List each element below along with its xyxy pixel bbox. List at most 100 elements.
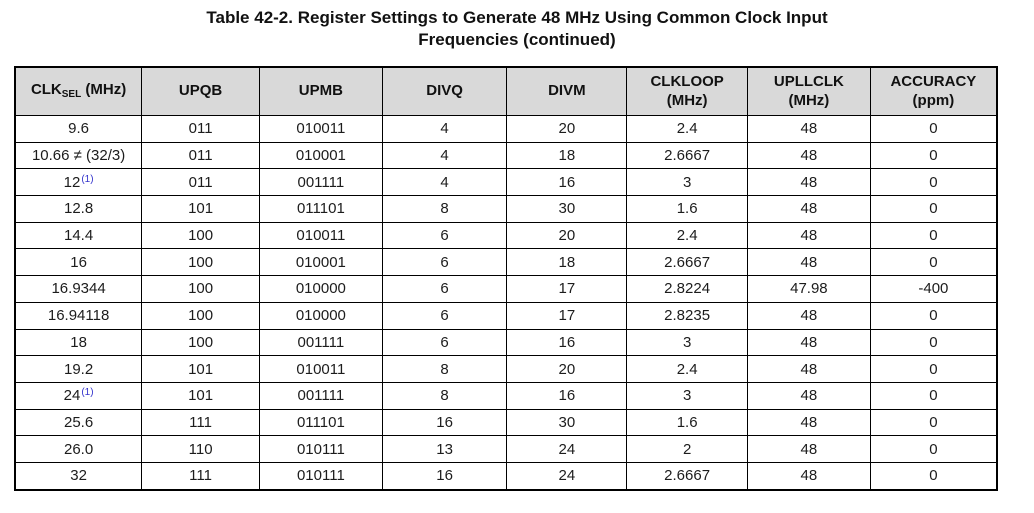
table-cell: 16 [381,408,508,437]
table-cell: 100 [141,301,260,330]
table-cell: 6 [381,248,508,277]
table-cell: 14.4 [14,221,143,250]
table-cell: 24 [506,461,628,491]
footnote-ref-link[interactable]: (1) [81,387,94,399]
table-cell: 18 [14,328,143,357]
column-header-divq: DIVQ [381,66,508,116]
table-cell: 12(1) [14,168,143,197]
table-cell: 48 [747,301,871,330]
table-cell: 2.4 [626,355,749,383]
column-header-clksel: CLKSEL (MHz) [14,66,143,116]
table-cell: 001111 [259,328,383,357]
table-cell: 100 [141,275,260,303]
table-cell: 16 [381,461,508,491]
table-cell: 8 [381,195,508,223]
table-cell: 2.4 [626,115,749,143]
table-cell: 20 [506,221,628,250]
table-cell: 0 [869,168,998,197]
table-row: 16.9344 100 010000 6 17 2.8224 47.98 -400 [14,275,998,303]
table-cell: 2.8235 [626,301,749,330]
table-row: 12(1) 011 001111 4 16 3 48 0 [14,168,998,197]
clksel-subscript: SEL [61,89,82,101]
table-cell: 3 [626,381,749,410]
table-cell: 16 [14,248,143,277]
table-cell: 12.8 [14,195,143,223]
table-body: 9.6 011 010011 4 20 2.4 48 0 10.66 ≠ (32/3) 011 01… [14,115,998,491]
table-cell: 011101 [259,408,383,437]
table-cell: 2 [626,435,749,463]
table-cell: 8 [381,381,508,410]
table-cell: 0 [869,408,998,437]
table-cell: 2.4 [626,221,749,250]
table-row: 16.94118 100 010000 6 17 2.8235 48 0 [14,301,998,330]
column-header-upmb: UPMB [259,66,383,116]
table-cell: 0 [869,381,998,410]
table-row: 24(1) 101 001111 8 16 3 48 0 [14,381,998,410]
table-cell: 48 [747,221,871,250]
column-header-divm: DIVM [506,66,628,116]
table-row: 16 100 010001 6 18 2.6667 48 0 [14,248,998,277]
table-cell: 011101 [259,195,383,223]
table-cell: 48 [747,168,871,197]
table-cell: 30 [506,195,628,223]
table-cell: 0 [869,301,998,330]
table-cell: 0 [869,141,998,170]
table-cell: 4 [381,115,508,143]
table-cell: 4 [381,168,508,197]
register-settings-table: CLKSEL (MHz) UPQB UPMB DIVQ DIVM CLKLOOP… [14,66,998,491]
table-row: 26.0 110 010111 13 24 2 48 0 [14,435,998,463]
table-cell: 26.0 [14,435,143,463]
table-cell: 0 [869,248,998,277]
table-cell: 48 [747,141,871,170]
table-cell: 0 [869,115,998,143]
table-cell: 010001 [259,248,383,277]
table-cell: 3 [626,168,749,197]
table-cell: 9.6 [14,115,143,143]
table-cell: 6 [381,221,508,250]
table-cell: 16.9344 [14,275,143,303]
table-cell: 17 [506,301,628,330]
table-title-line2: Frequencies (continued) [418,30,616,50]
table-cell: 101 [141,195,260,223]
table-cell: 48 [747,461,871,491]
table-cell: 101 [141,381,260,410]
table-cell: 48 [747,381,871,410]
table-row: 14.4 100 010011 6 20 2.4 48 0 [14,221,998,250]
table-cell: 18 [506,141,628,170]
table-cell: 48 [747,248,871,277]
table-cell: 011 [141,168,260,197]
table-cell: 2.8224 [626,275,749,303]
table-cell: 20 [506,115,628,143]
table-cell: 6 [381,275,508,303]
table-cell: 48 [747,408,871,437]
table-cell: 010111 [259,461,383,491]
table-cell: 100 [141,221,260,250]
table-cell: 0 [869,195,998,223]
table-cell: -400 [869,275,998,303]
table-cell: 3 [626,328,749,357]
table-cell: 13 [381,435,508,463]
table-cell: 0 [869,355,998,383]
footnote-ref-link[interactable]: (1) [81,173,94,185]
table-cell: 16 [506,381,628,410]
table-cell: 2.6667 [626,141,749,170]
table-cell: 8 [381,355,508,383]
table-row: 32 111 010111 16 24 2.6667 48 0 [14,461,998,491]
table-cell: 100 [141,328,260,357]
column-header-accuracy: ACCURACY (ppm) [869,66,998,116]
table-cell: 16 [506,168,628,197]
table-cell: 010001 [259,141,383,170]
table-cell: 010011 [259,355,383,383]
table-row: 12.8 101 011101 8 30 1.6 48 0 [14,195,998,223]
table-cell: 010000 [259,301,383,330]
table-cell: 25.6 [14,408,143,437]
table-cell: 16 [506,328,628,357]
table-cell: 100 [141,248,260,277]
table-cell: 20 [506,355,628,383]
table-cell: 48 [747,115,871,143]
table-cell: 001111 [259,168,383,197]
table-title-line1: Table 42-2. Register Settings to Generat… [206,8,828,27]
table-cell: 48 [747,355,871,383]
table-row: 19.2 101 010011 8 20 2.4 48 0 [14,355,998,383]
